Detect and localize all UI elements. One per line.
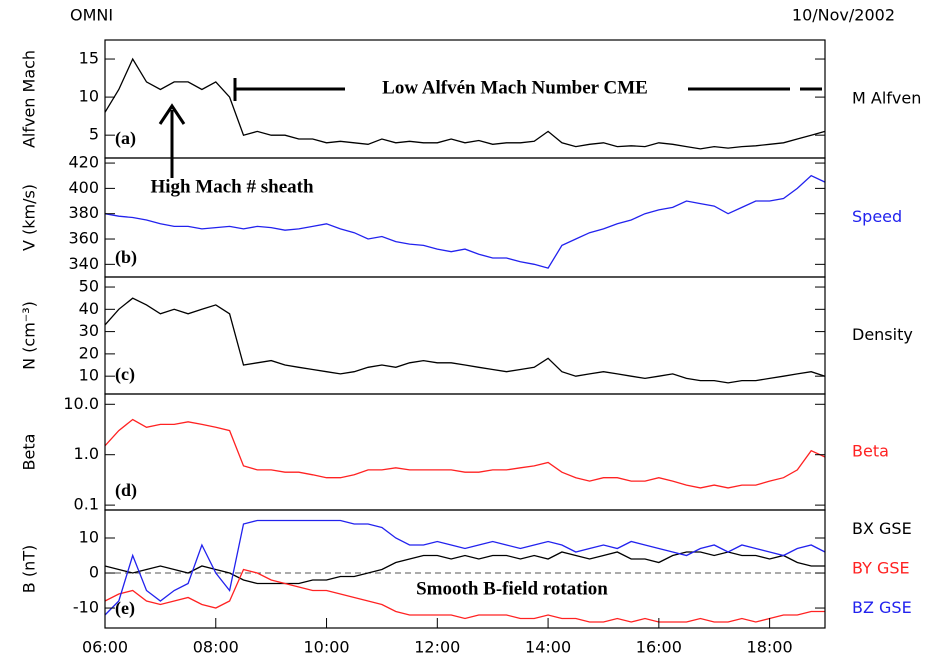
y-axis-label: Beta bbox=[20, 434, 39, 471]
panel-label: (d) bbox=[115, 480, 137, 501]
arrow-head bbox=[158, 103, 186, 125]
series-line bbox=[104, 568, 825, 623]
panel-frame bbox=[104, 39, 826, 159]
y-axis-label: B (nT) bbox=[20, 545, 39, 593]
x-tick-label: 08:00 bbox=[193, 638, 239, 657]
series-name: Beta bbox=[852, 442, 889, 461]
y-tick-label: 10.0 bbox=[63, 394, 99, 413]
panel-label: (c) bbox=[115, 364, 135, 385]
y-tick-label: 0 bbox=[89, 563, 99, 582]
series-line bbox=[104, 551, 825, 585]
series-line bbox=[104, 297, 826, 384]
series-name: M Alfven bbox=[852, 89, 921, 108]
y-tick-label: 380 bbox=[68, 203, 99, 222]
annotation: Smooth B-field rotation bbox=[416, 578, 608, 599]
header-left: OMNI bbox=[70, 6, 113, 25]
series-line bbox=[104, 57, 826, 150]
y-tick-label: 50 bbox=[79, 277, 99, 296]
y-tick-label: 10 bbox=[79, 528, 99, 547]
panel-label: (e) bbox=[115, 598, 135, 619]
panel-frame bbox=[104, 509, 826, 629]
annotation: Low Alfvén Mach Number CME bbox=[382, 77, 648, 98]
y-tick-label: -10 bbox=[73, 598, 99, 617]
series-name: BY GSE bbox=[852, 559, 910, 578]
y-axis-label: Alfven Mach bbox=[20, 50, 39, 148]
y-tick-label: 10 bbox=[79, 366, 99, 385]
panel-label: (b) bbox=[115, 247, 137, 268]
y-axis-label: N (cm⁻³) bbox=[20, 301, 39, 370]
y-tick-label: 5 bbox=[89, 125, 99, 144]
panel-label: (a) bbox=[115, 128, 136, 149]
series-name: BZ GSE bbox=[852, 598, 912, 617]
y-tick-label: 400 bbox=[68, 178, 99, 197]
series-name: BX GSE bbox=[852, 519, 912, 538]
y-tick-label: 20 bbox=[79, 343, 99, 362]
y-tick-label: 15 bbox=[79, 49, 99, 68]
x-tick-label: 18:00 bbox=[747, 638, 793, 657]
header-right: 10/Nov/2002 bbox=[792, 6, 895, 25]
series-line bbox=[104, 519, 826, 616]
y-tick-label: 1.0 bbox=[74, 444, 99, 463]
x-tick-label: 16:00 bbox=[636, 638, 682, 657]
series-line bbox=[104, 174, 826, 269]
annotation-arrows bbox=[158, 78, 822, 178]
x-tick-label: 10:00 bbox=[303, 638, 349, 657]
y-tick-label: 420 bbox=[68, 153, 99, 172]
y-tick-label: 0.1 bbox=[74, 495, 99, 514]
y-tick-label: 30 bbox=[79, 321, 99, 340]
panel-frame bbox=[104, 393, 826, 511]
y-tick-label: 340 bbox=[68, 254, 99, 273]
series-name: Speed bbox=[852, 207, 902, 226]
x-tick-label: 06:00 bbox=[82, 638, 128, 657]
y-tick-label: 360 bbox=[68, 229, 99, 248]
x-tick-label: 12:00 bbox=[414, 638, 460, 657]
y-tick-label: 40 bbox=[79, 299, 99, 318]
x-tick-label: 14:00 bbox=[525, 638, 571, 657]
panel-frame bbox=[104, 276, 826, 395]
annotation: High Mach # sheath bbox=[150, 176, 314, 197]
series-name: Density bbox=[852, 325, 913, 344]
y-axis-label: V (km/s) bbox=[20, 184, 39, 251]
y-tick-label: 10 bbox=[79, 87, 99, 106]
series-line bbox=[104, 418, 826, 489]
